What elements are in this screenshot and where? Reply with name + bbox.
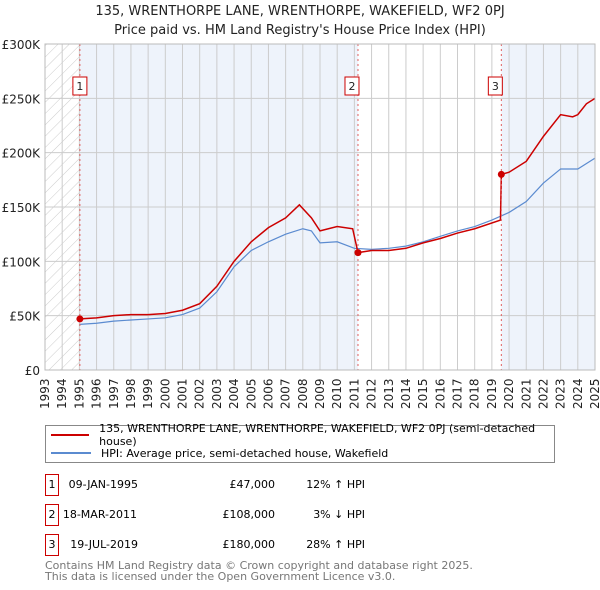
sale-hpi: 12% ↑ HPI	[306, 478, 365, 491]
table-row: 2 18-MAR-2011 £108,000 3% ↓ HPI	[45, 504, 445, 526]
legend: 135, WRENTHORPE LANE, WRENTHORPE, WAKEFI…	[45, 422, 555, 463]
x-tick-label: 2009	[313, 378, 327, 409]
x-tick-label: 1998	[124, 378, 138, 409]
x-tick-label: 2014	[399, 378, 413, 409]
table-row: 1 09-JAN-1995 £47,000 12% ↑ HPI	[45, 474, 445, 496]
sale-date: 19-JUL-2019	[70, 538, 138, 551]
legend-label-hpi: HPI: Average price, semi-detached house,…	[101, 446, 389, 460]
footer: Contains HM Land Registry data © Crown c…	[45, 560, 473, 582]
sale-price: £47,000	[229, 478, 276, 491]
x-tick-label: 2024	[571, 378, 585, 409]
chart-subtitle: Price paid vs. HM Land Registry's House …	[114, 23, 486, 38]
x-tick-label: 2012	[365, 378, 379, 409]
x-tick-label: 1997	[107, 378, 121, 409]
x-tick-label: 2018	[468, 378, 482, 409]
sale-price: £108,000	[222, 508, 276, 521]
footer-copyright: Contains HM Land Registry data © Crown c…	[45, 559, 473, 572]
legend-label-price: 135, WRENTHORPE LANE, WRENTHORPE, WAKEFI…	[99, 422, 536, 448]
x-tick-label: 2013	[382, 378, 396, 409]
x-tick-label: 2008	[296, 378, 310, 409]
legend-swatch-hpi	[51, 452, 91, 454]
price-chart: 1993 1994 1995 1996 1997 1998 1999 2000 2001 2002…	[2, 38, 600, 409]
sale-label: 1	[76, 80, 83, 93]
sale-label-box	[72, 76, 88, 96]
plot-border	[44, 43, 596, 371]
x-tick-label: 2017	[451, 378, 465, 409]
sale-label: 2	[348, 80, 355, 93]
x-tick-label: 2020	[502, 378, 516, 409]
x-tick-label: 2002	[193, 378, 207, 409]
sale-label-box	[487, 76, 503, 96]
sale-badge: 2	[45, 504, 59, 526]
price-line	[79, 97, 596, 320]
x-tick-label: 1995	[72, 378, 86, 409]
sale-point	[497, 170, 505, 178]
sale-hpi: 28% ↑ HPI	[306, 538, 365, 551]
legend-swatch-price	[51, 434, 90, 436]
x-tick-label: 2001	[176, 378, 190, 409]
x-tick-label: 2006	[261, 378, 275, 409]
x-tick-label: 2016	[433, 378, 447, 409]
sale-point	[354, 249, 362, 257]
legend-item-price: 135, WRENTHORPE LANE, WRENTHORPE, WAKEFI…	[46, 422, 554, 448]
sale-date: 18-MAR-2011	[62, 508, 137, 521]
table-row: 3 19-JUL-2019 £180,000 28% ↑ HPI	[45, 534, 445, 556]
y-tick-label: £150K	[2, 201, 42, 215]
sale-hpi: 3% ↓ HPI	[313, 508, 365, 521]
chart-title: 135, WRENTHORPE LANE, WRENTHORPE, WAKEFI…	[95, 4, 505, 19]
y-tick-label: £50K	[9, 310, 41, 324]
y-tick-label: £250K	[2, 92, 42, 106]
x-tick-label: 1999	[141, 378, 155, 409]
y-tick-label: £100K	[2, 255, 42, 269]
sale-point	[76, 315, 84, 323]
sale-badge: 1	[45, 474, 59, 496]
x-tick-label: 2019	[485, 378, 499, 409]
y-tick-label: £0	[25, 364, 40, 378]
x-tick-label: 2015	[416, 378, 430, 409]
x-tick-label: 1993	[38, 378, 52, 409]
sale-price: £180,000	[222, 538, 276, 551]
sale-badge: 3	[45, 534, 59, 556]
x-tick-label: 2025	[588, 378, 600, 409]
x-tick-label: 2010	[330, 378, 344, 409]
x-tick-label: 2011	[347, 378, 361, 409]
legend-item-hpi: HPI: Average price, semi-detached house,…	[46, 444, 388, 462]
footer-licence: This data is licensed under the Open Gov…	[45, 570, 396, 583]
hpi-line	[79, 157, 596, 325]
y-tick-label: £300K	[2, 38, 42, 52]
sale-label-box	[344, 76, 360, 96]
x-tick-label: 2021	[519, 378, 533, 409]
x-tick-label: 2005	[244, 378, 258, 409]
x-tick-label: 2022	[536, 378, 550, 409]
x-tick-label: 1996	[90, 378, 104, 409]
x-tick-label: 2004	[227, 378, 241, 409]
sale-date: 09-JAN-1995	[68, 478, 138, 491]
x-tick-label: 2023	[554, 378, 568, 409]
y-tick-label: £200K	[2, 147, 42, 161]
x-tick-label: 2007	[279, 378, 293, 409]
x-tick-label: 2000	[158, 378, 172, 409]
sale-label: 3	[492, 80, 499, 93]
x-tick-label: 1994	[55, 378, 69, 409]
x-tick-label: 2003	[210, 378, 224, 409]
